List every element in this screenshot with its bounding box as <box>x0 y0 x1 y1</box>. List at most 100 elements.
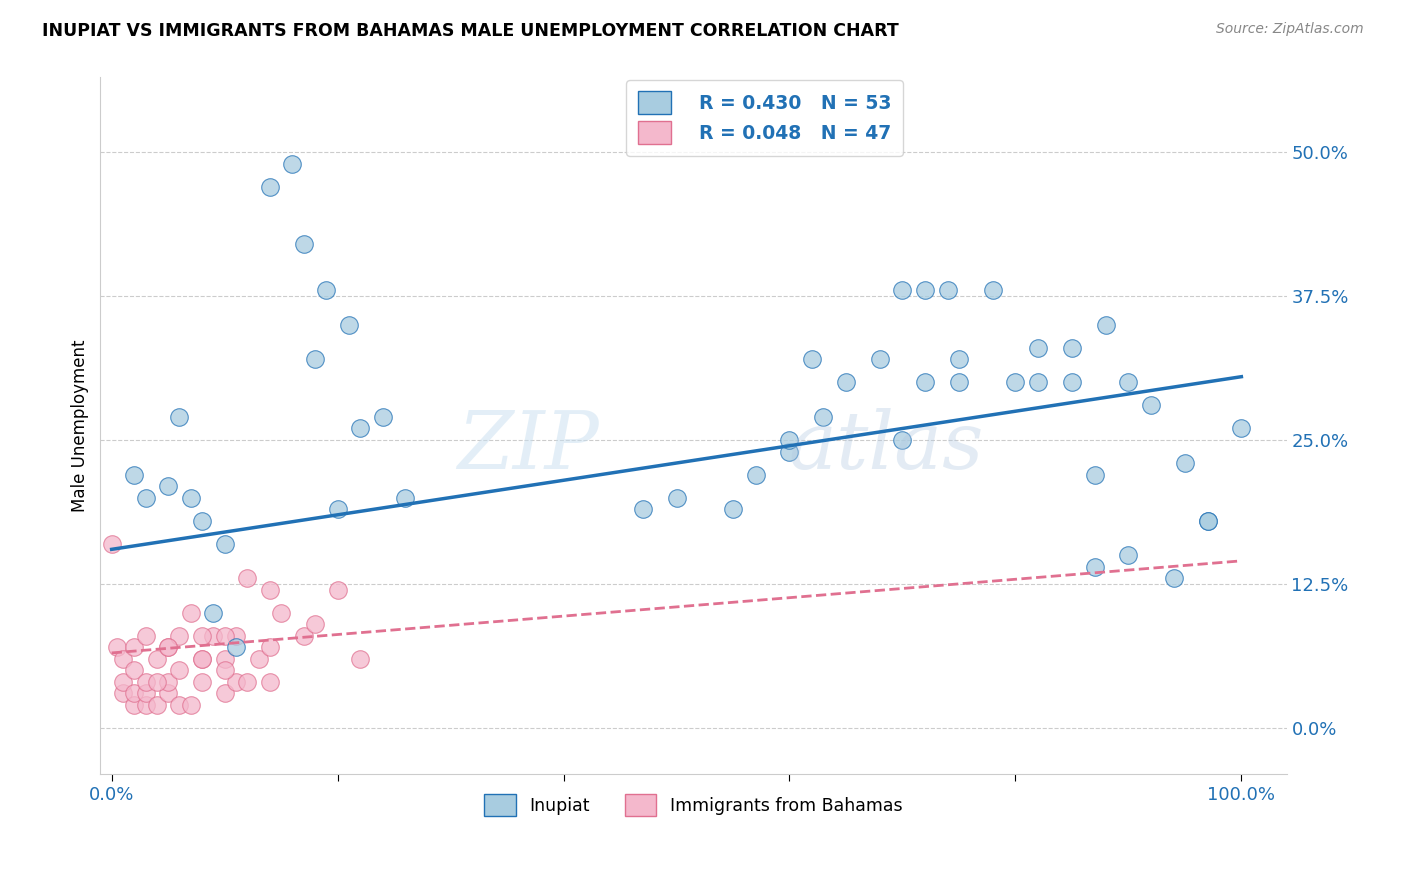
Point <box>801 352 824 367</box>
Point <box>1083 559 1105 574</box>
Point <box>721 502 744 516</box>
Point <box>157 674 180 689</box>
Point <box>394 491 416 505</box>
Point <box>744 467 766 482</box>
Point <box>105 640 128 655</box>
Point <box>214 536 236 550</box>
Point <box>214 686 236 700</box>
Point <box>948 352 970 367</box>
Point <box>100 536 122 550</box>
Point <box>157 686 180 700</box>
Point <box>936 284 959 298</box>
Point <box>371 409 394 424</box>
Point <box>135 686 157 700</box>
Point <box>157 479 180 493</box>
Point <box>1060 376 1083 390</box>
Point <box>122 698 145 712</box>
Point <box>914 284 936 298</box>
Point <box>169 698 191 712</box>
Point <box>1118 376 1140 390</box>
Point <box>122 663 145 677</box>
Point <box>981 284 1004 298</box>
Point <box>326 582 349 597</box>
Point <box>1026 376 1049 390</box>
Point <box>835 376 858 390</box>
Point <box>191 514 214 528</box>
Point <box>157 640 180 655</box>
Point <box>214 663 236 677</box>
Point <box>1004 376 1026 390</box>
Point <box>122 640 145 655</box>
Point <box>891 433 914 447</box>
Point <box>225 629 247 643</box>
Point <box>259 640 281 655</box>
Point <box>665 491 688 505</box>
Point <box>180 491 202 505</box>
Point <box>631 502 654 516</box>
Point <box>146 698 169 712</box>
Point <box>281 157 304 171</box>
Point <box>1118 548 1140 562</box>
Point <box>180 606 202 620</box>
Point <box>146 674 169 689</box>
Point <box>1197 514 1219 528</box>
Point <box>146 651 169 665</box>
Point <box>191 651 214 665</box>
Point <box>891 284 914 298</box>
Point <box>1083 467 1105 482</box>
Point <box>111 686 134 700</box>
Point <box>779 433 801 447</box>
Point <box>169 629 191 643</box>
Point <box>292 237 315 252</box>
Point <box>191 651 214 665</box>
Point <box>135 674 157 689</box>
Point <box>1140 399 1163 413</box>
Point <box>270 606 292 620</box>
Point <box>214 629 236 643</box>
Text: ZIP: ZIP <box>457 408 599 485</box>
Point <box>236 571 259 585</box>
Point <box>304 617 326 632</box>
Point <box>259 582 281 597</box>
Point <box>1026 341 1049 355</box>
Point <box>948 376 970 390</box>
Point <box>1060 341 1083 355</box>
Point <box>1174 456 1197 470</box>
Text: INUPIAT VS IMMIGRANTS FROM BAHAMAS MALE UNEMPLOYMENT CORRELATION CHART: INUPIAT VS IMMIGRANTS FROM BAHAMAS MALE … <box>42 22 898 40</box>
Y-axis label: Male Unemployment: Male Unemployment <box>72 339 89 512</box>
Point <box>304 352 326 367</box>
Point <box>349 421 371 435</box>
Point <box>135 491 157 505</box>
Point <box>1095 318 1118 332</box>
Point <box>157 640 180 655</box>
Point <box>337 318 360 332</box>
Point <box>225 674 247 689</box>
Point <box>180 698 202 712</box>
Point <box>111 651 134 665</box>
Point <box>191 674 214 689</box>
Point <box>135 629 157 643</box>
Point <box>914 376 936 390</box>
Point <box>259 179 281 194</box>
Text: atlas: atlas <box>789 408 984 485</box>
Point <box>1197 514 1219 528</box>
Point <box>247 651 270 665</box>
Legend: Inupiat, Immigrants from Bahamas: Inupiat, Immigrants from Bahamas <box>475 786 911 824</box>
Point <box>869 352 891 367</box>
Point <box>1230 421 1253 435</box>
Point <box>169 409 191 424</box>
Point <box>326 502 349 516</box>
Point <box>349 651 371 665</box>
Point <box>236 674 259 689</box>
Point <box>122 467 145 482</box>
Point <box>202 606 225 620</box>
Point <box>214 651 236 665</box>
Point <box>225 640 247 655</box>
Point <box>1163 571 1185 585</box>
Point <box>202 629 225 643</box>
Point <box>779 444 801 458</box>
Point <box>259 674 281 689</box>
Point <box>169 663 191 677</box>
Point <box>122 686 145 700</box>
Point <box>315 284 337 298</box>
